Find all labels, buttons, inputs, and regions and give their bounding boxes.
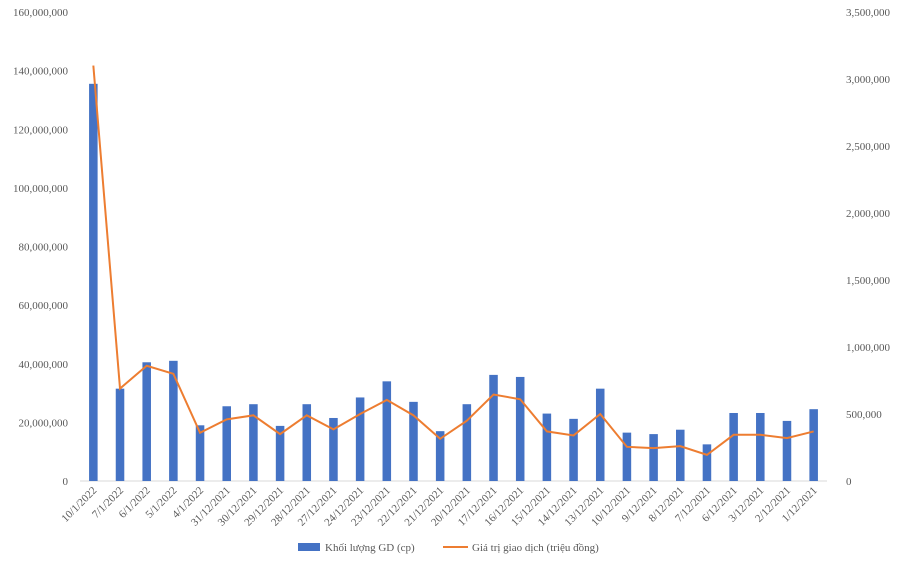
bar (275, 425, 285, 481)
right-tick-label: 500,000 (846, 409, 882, 421)
left-tick-label: 120,000,000 (13, 124, 69, 136)
bar-series (89, 83, 818, 482)
bar (702, 444, 712, 481)
bar (782, 420, 792, 481)
right-tick-label: 1,500,000 (846, 275, 891, 287)
bar (329, 417, 338, 481)
bar (595, 388, 605, 481)
legend: Khối lượng GD (cp) Giá trị giao dịch (tr… (298, 542, 599, 554)
bar (115, 388, 125, 481)
right-tick-label: 3,000,000 (846, 74, 891, 86)
left-tick-label: 20,000,000 (19, 417, 69, 429)
right-tick-label: 2,000,000 (846, 208, 891, 220)
left-tick-label: 40,000,000 (19, 359, 69, 371)
line-series (92, 65, 814, 456)
right-tick-label: 2,500,000 (846, 141, 891, 153)
bar (382, 381, 392, 481)
bar (809, 409, 818, 481)
bar (435, 431, 445, 481)
bar (409, 401, 418, 481)
left-tick-label: 60,000,000 (19, 300, 69, 312)
bar (569, 418, 578, 481)
legend-bar-swatch (298, 543, 320, 551)
left-axis-ticks: 0 20,000,000 40,000,000 60,000,000 80,000,00… (13, 7, 69, 488)
bar (169, 360, 178, 481)
bar (462, 404, 472, 481)
x-tick-label: 10/1/2022 (59, 485, 99, 525)
left-tick-label: 80,000,000 (19, 242, 69, 254)
bar (622, 432, 632, 481)
bar (302, 404, 312, 481)
right-tick-label: 0 (846, 476, 852, 488)
right-tick-label: 3,500,000 (846, 7, 891, 19)
bar (675, 429, 685, 481)
legend-line-label: Giá trị giao dịch (triệu đồng) (472, 542, 599, 554)
bar (142, 362, 151, 481)
bar (355, 397, 365, 481)
left-tick-label: 160,000,000 (13, 7, 69, 19)
left-tick-label: 100,000,000 (13, 183, 69, 195)
bar (756, 412, 765, 481)
legend-bar-label: Khối lượng GD (cp) (325, 542, 415, 554)
bar (89, 83, 98, 482)
x-axis-ticks: 10/1/20227/1/20226/1/20225/1/20224/1/202… (59, 485, 819, 529)
bar (649, 434, 658, 481)
bar (195, 425, 205, 481)
bar (729, 412, 738, 481)
left-tick-label: 0 (63, 476, 69, 488)
right-axis-ticks: 0 500,000 1,000,000 1,500,000 2,000,000 2,500… (846, 7, 891, 488)
right-tick-label: 1,000,000 (846, 342, 891, 354)
bar (515, 376, 525, 481)
bar (542, 413, 552, 481)
left-tick-label: 140,000,000 (13, 66, 69, 78)
bar (249, 404, 258, 481)
bar (222, 406, 232, 481)
bar (489, 374, 498, 481)
